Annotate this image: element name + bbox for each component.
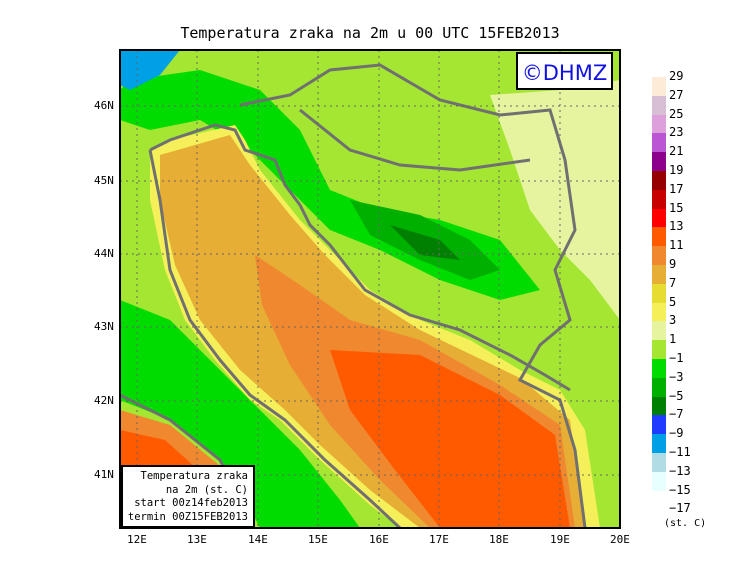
legend-swatch bbox=[652, 434, 666, 454]
legend-swatch bbox=[652, 95, 666, 115]
sea-warmest-region bbox=[330, 350, 570, 528]
longitude-label: 13E bbox=[187, 533, 207, 546]
longitude-label: 19E bbox=[550, 533, 570, 546]
legend-level-label: 9 bbox=[669, 257, 677, 271]
longitude-label: 16E bbox=[369, 533, 389, 546]
dhmz-logo: ©DHMZ bbox=[516, 52, 613, 90]
legend-level-label: −13 bbox=[669, 463, 691, 478]
latitude-label: 44N bbox=[94, 247, 114, 260]
legend-swatch bbox=[652, 377, 666, 397]
legend-level-label: 19 bbox=[669, 163, 684, 177]
info-line: start 00z14feb2013 bbox=[134, 497, 248, 509]
legend-level-label: 15 bbox=[669, 200, 684, 215]
legend-level-label: −1 bbox=[669, 351, 684, 365]
legend-level-label: −5 bbox=[669, 388, 684, 403]
latitude-label: 41N bbox=[94, 468, 114, 481]
legend-swatch bbox=[652, 246, 666, 266]
latitude-label: 42N bbox=[94, 394, 114, 407]
legend-unit: (st. C) bbox=[664, 518, 707, 529]
info-box: Temperatura zraka na 2m (st. C) start 00… bbox=[121, 465, 255, 528]
latitude-label: 46N bbox=[94, 99, 114, 112]
legend-swatch bbox=[652, 152, 666, 172]
map-title: Temperatura zraka na 2m u 00 UTC 15FEB20… bbox=[180, 24, 560, 42]
legend-swatch bbox=[652, 453, 666, 472]
legend-level-label: 11 bbox=[669, 238, 684, 253]
legend-level-label: −9 bbox=[669, 426, 684, 441]
legend-swatch bbox=[652, 321, 666, 341]
coldest-region-bosnia bbox=[390, 225, 460, 260]
legend-level-label: 3 bbox=[669, 313, 677, 328]
legend-swatch bbox=[652, 171, 666, 190]
info-line: termin 00Z15FEB2013 bbox=[127, 510, 248, 523]
longitude-label: 20E bbox=[610, 533, 630, 546]
longitude-label: 17E bbox=[429, 533, 449, 546]
legend-swatch bbox=[652, 114, 666, 134]
longitude-label: 14E bbox=[248, 533, 268, 546]
legend-swatch bbox=[652, 302, 666, 322]
coastlines-and-borders bbox=[120, 63, 587, 528]
info-line: Temperatura zraka bbox=[140, 470, 248, 482]
legend-swatch bbox=[652, 208, 666, 228]
legend-swatch bbox=[652, 77, 666, 96]
cold-region-italy bbox=[120, 300, 360, 528]
legend-level-label: 1 bbox=[669, 332, 677, 347]
legend-swatch bbox=[652, 340, 666, 360]
legend-level-label: 25 bbox=[669, 106, 684, 121]
legend-level-label: −15 bbox=[669, 482, 691, 497]
legend-swatch bbox=[652, 189, 666, 209]
legend-level-label: 29 bbox=[669, 69, 684, 83]
legend-swatch bbox=[652, 471, 666, 491]
legend-level-label: −3 bbox=[669, 369, 684, 384]
longitude-label: 12E bbox=[127, 533, 147, 546]
legend-level-label: 27 bbox=[669, 87, 684, 102]
legend-swatch bbox=[652, 359, 666, 378]
legend-level-label: 5 bbox=[669, 294, 677, 309]
mild-region-east bbox=[490, 80, 620, 320]
legend-swatch bbox=[652, 283, 666, 303]
legend-swatch bbox=[652, 133, 666, 153]
longitude-label: 18E bbox=[489, 533, 509, 546]
legend-level-label: 17 bbox=[669, 181, 684, 196]
map-frame bbox=[119, 49, 621, 529]
legend-level-label: 7 bbox=[669, 275, 677, 290]
latitude-label: 43N bbox=[94, 320, 114, 333]
legend-level-label: 13 bbox=[669, 219, 684, 234]
legend-level-label: −11 bbox=[669, 445, 691, 459]
legend-swatch bbox=[652, 396, 666, 416]
legend-level-label: −7 bbox=[669, 407, 684, 422]
legend-level-label: 21 bbox=[669, 144, 684, 159]
graticule bbox=[120, 50, 620, 528]
info-line: na 2m (st. C) bbox=[165, 483, 248, 496]
legend-swatch bbox=[652, 227, 666, 247]
very-cold-region-alps bbox=[120, 50, 180, 90]
legend-level-label: 23 bbox=[669, 125, 684, 140]
legend-swatch bbox=[652, 265, 666, 284]
latitude-label: 45N bbox=[94, 174, 114, 187]
legend-swatch bbox=[652, 415, 666, 435]
legend-level-label: −17 bbox=[669, 501, 691, 516]
longitude-label: 15E bbox=[308, 533, 328, 546]
